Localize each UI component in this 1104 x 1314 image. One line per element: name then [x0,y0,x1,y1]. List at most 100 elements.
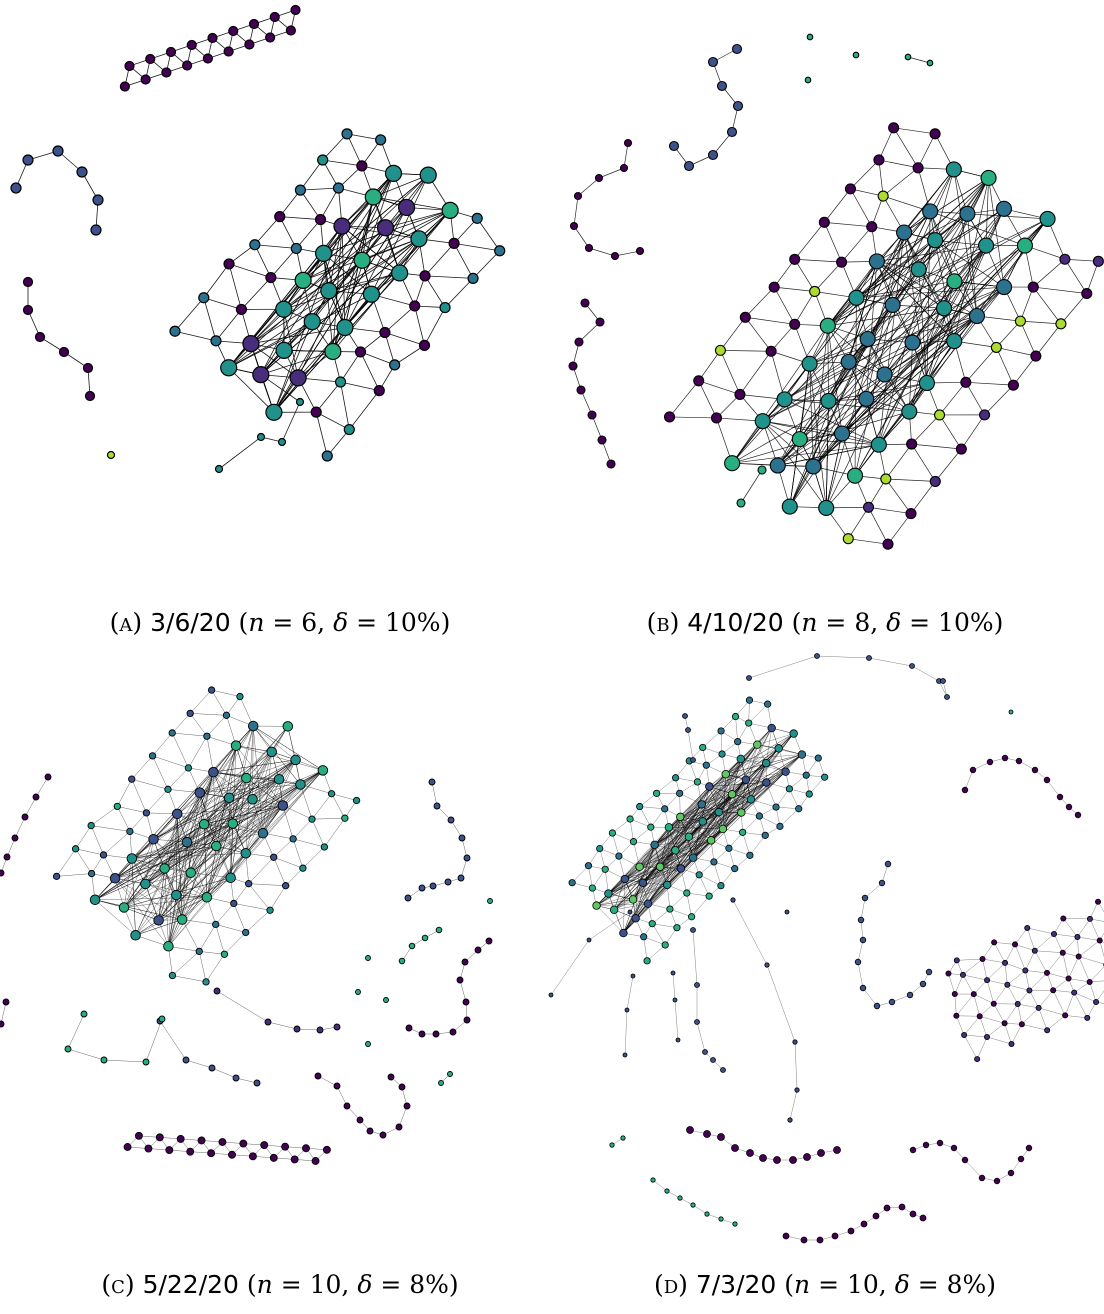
edge [814,261,842,292]
edge [827,325,829,401]
node [1074,934,1081,941]
edge [762,420,843,434]
node [21,813,29,821]
edge [954,974,964,995]
edge [979,1003,994,1017]
delta-symbol: δ [333,608,349,637]
node [168,971,177,980]
edge [588,247,616,257]
node [201,892,213,903]
node [1001,1020,1008,1027]
node [1002,959,1009,966]
edge [614,884,668,911]
node [1031,766,1039,774]
node [290,754,301,766]
node [852,51,860,59]
edge [190,745,237,873]
edge [1004,962,1026,971]
node [922,1141,930,1149]
node [235,303,248,316]
edge [1046,972,1069,979]
node [636,802,644,811]
edge [612,832,620,857]
edge [720,317,746,351]
edge [273,838,294,858]
edge [912,245,987,343]
edge [748,700,750,724]
node [576,385,586,395]
node [995,200,1013,217]
node [859,330,876,348]
edge [885,478,936,482]
edge [652,923,677,928]
node [628,895,638,904]
node [223,46,234,57]
edge [228,797,231,878]
edge [762,342,913,422]
node [847,1227,855,1235]
edge [789,398,867,507]
edge [1053,978,1069,991]
edge [862,987,878,1007]
edge [956,994,974,1016]
edge [698,350,721,381]
node [208,766,219,778]
edge [281,401,301,443]
node [384,164,403,182]
edge [827,325,885,375]
edge [876,261,978,317]
edge [260,351,333,376]
node [1095,898,1102,905]
edge [176,797,230,896]
edge [228,321,313,369]
edge [984,384,1014,416]
edge [205,954,225,983]
edge [996,347,1036,357]
edge [1062,936,1078,953]
node [690,927,696,933]
node [294,271,312,289]
node [236,692,244,701]
edge [911,665,940,682]
node [333,1082,341,1090]
edge [279,216,321,220]
node [761,831,769,839]
node [650,1177,656,1183]
edge [962,958,983,976]
edge [626,975,634,1011]
delta-symbol: δ [357,1270,373,1299]
edge [841,226,873,263]
node [1071,989,1078,996]
node [142,809,151,817]
node [724,455,741,472]
node [672,997,678,1003]
edge [827,325,843,434]
edge [204,759,296,825]
edge [233,903,246,933]
edge [145,1018,163,1063]
node [485,937,493,945]
node [944,694,950,700]
node [462,998,470,1006]
node [379,326,391,339]
edge [322,133,348,161]
edge [230,770,324,878]
edge [472,250,500,279]
edge [215,309,242,342]
node [909,1146,917,1154]
node [148,752,157,760]
node [670,970,676,976]
edge [213,771,247,779]
edge [794,222,825,260]
node [1093,998,1100,1005]
edge [828,232,905,402]
edge [1089,980,1104,983]
edge [117,806,147,814]
edge [248,883,271,911]
edge [295,219,321,249]
node [745,719,753,727]
node [819,317,836,334]
edge [666,821,703,885]
node [1025,1144,1033,1152]
node [693,375,705,387]
